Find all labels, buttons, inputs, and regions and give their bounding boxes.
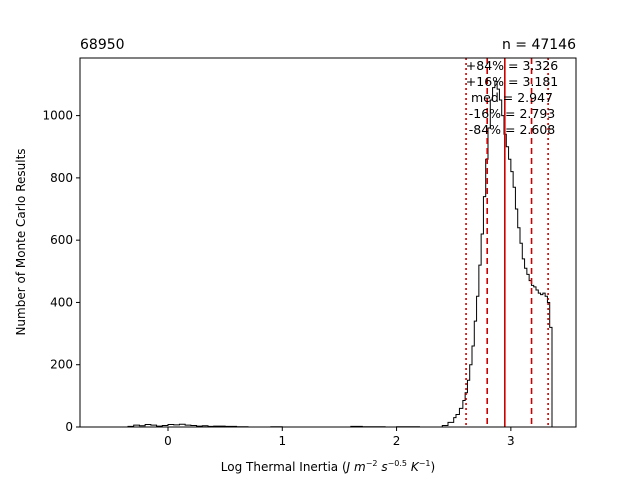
x-tick-label: 1: [278, 434, 286, 448]
y-tick-label: 200: [50, 358, 73, 372]
y-tick-label: 800: [50, 171, 73, 185]
x-axis-label: Log Thermal Inertia (J m−2​ s−0.5​ K−1​): [221, 459, 435, 474]
y-axis-ticks: 0 200 400 600 800 1000: [42, 109, 80, 434]
x-tick-label: 0: [164, 434, 172, 448]
y-tick-label: 0: [65, 420, 73, 434]
y-tick-label: 1000: [42, 109, 73, 123]
plot-frame: [79, 57, 577, 428]
x-tick-label: 2: [393, 434, 401, 448]
plot-area: [88, 80, 553, 428]
annotation-0: +84% = 3.326: [466, 58, 559, 73]
annotation-4: -84% = 2.608: [469, 122, 556, 137]
y-tick-label: 400: [50, 295, 73, 309]
x-tick-label: 3: [507, 434, 515, 448]
annotation-3: -16% = 2.793: [469, 106, 556, 121]
annotation-2: med = 2.947: [471, 90, 553, 105]
title-left: 68950: [80, 37, 125, 53]
x-axis-ticks: 0 1 2 3: [164, 427, 515, 448]
annotation-1: +16% = 3.181: [466, 74, 558, 89]
histogram-step: [88, 80, 553, 428]
title-right: n = 47146: [502, 37, 576, 53]
percentile-lines: [465, 58, 549, 427]
y-axis-label: Number of Monte Carlo Results: [14, 148, 28, 335]
y-tick-label: 600: [50, 233, 73, 247]
